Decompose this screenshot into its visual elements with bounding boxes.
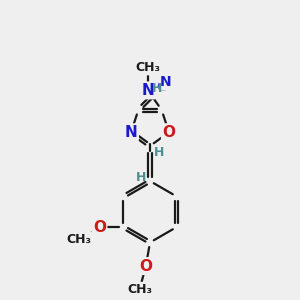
Text: CH₃: CH₃ xyxy=(128,283,153,296)
Text: H: H xyxy=(154,146,164,159)
Text: CH₃: CH₃ xyxy=(135,61,161,74)
Text: CH₃: CH₃ xyxy=(66,233,91,246)
Text: N: N xyxy=(142,83,154,98)
Text: O: O xyxy=(93,220,106,235)
Text: N: N xyxy=(125,125,137,140)
Text: N: N xyxy=(160,75,172,89)
Text: H: H xyxy=(136,171,146,184)
Text: H: H xyxy=(152,82,162,95)
Text: O: O xyxy=(162,125,176,140)
Text: O: O xyxy=(139,259,152,274)
Text: C: C xyxy=(156,80,166,94)
